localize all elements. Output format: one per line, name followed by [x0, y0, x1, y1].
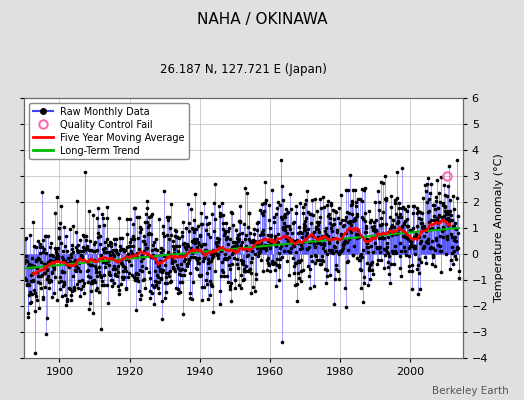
Text: Berkeley Earth: Berkeley Earth: [432, 386, 508, 396]
Title: 26.187 N, 127.721 E (Japan): 26.187 N, 127.721 E (Japan): [160, 63, 327, 76]
Y-axis label: Temperature Anomaly (°C): Temperature Anomaly (°C): [494, 154, 504, 302]
Legend: Raw Monthly Data, Quality Control Fail, Five Year Moving Average, Long-Term Tren: Raw Monthly Data, Quality Control Fail, …: [29, 103, 189, 159]
Text: NAHA / OKINAWA: NAHA / OKINAWA: [196, 12, 328, 27]
